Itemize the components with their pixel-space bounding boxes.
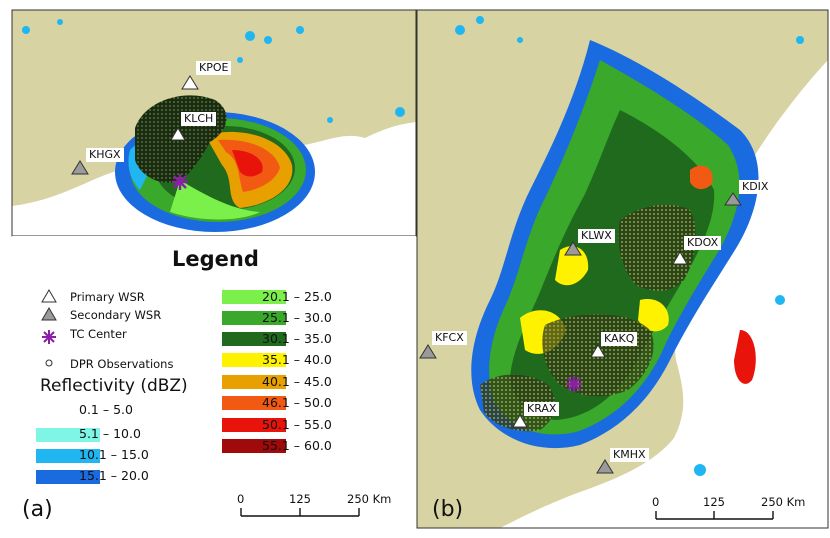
swatch-1 xyxy=(36,428,100,442)
secondary-wsr-icon xyxy=(724,192,742,206)
swatch-label-2: 10.1 – 15.0 xyxy=(79,447,149,462)
stations-b xyxy=(419,192,742,474)
secondary-wsr-icon xyxy=(71,160,89,175)
station-label-a-1: KLCH xyxy=(181,112,217,126)
swatch-label-11: 55.1 – 60.0 xyxy=(262,438,332,453)
panel-tag-b: (b) xyxy=(432,497,464,522)
white-triangle-icon xyxy=(41,289,57,303)
tc-center-icon xyxy=(172,174,188,190)
station-label-b-1: KLWX xyxy=(578,229,615,243)
primary-wsr-icon xyxy=(181,75,199,90)
swatch-3 xyxy=(36,470,100,484)
purple-asterisk-icon xyxy=(42,330,56,344)
gray-triangle-icon xyxy=(41,307,57,321)
primary-wsr-icon xyxy=(512,414,528,428)
legend-symbol-label-2: TC Center xyxy=(70,327,127,341)
panel-b-map xyxy=(417,10,828,528)
scalebar-b-tick-2: 250 Km xyxy=(761,495,806,509)
reflectivity-title: Reflectivity (dBZ) xyxy=(40,376,188,396)
small-circle-icon xyxy=(45,359,53,367)
scalebar-b-tick-1: 125 xyxy=(703,495,725,509)
swatch-label-4: 20.1 – 25.0 xyxy=(262,289,332,304)
swatch-8 xyxy=(222,375,286,389)
swatch-label-7: 35.1 – 40.0 xyxy=(262,352,332,367)
station-label-b-3: KFCX xyxy=(432,331,467,345)
station-label-b-6: KMHX xyxy=(610,448,649,462)
swatch-label-0: 0.1 – 5.0 xyxy=(79,402,133,417)
secondary-wsr-icon xyxy=(419,344,437,359)
swatch-label-3: 15.1 – 20.0 xyxy=(79,468,149,483)
station-label-b-0: KDIX xyxy=(739,180,772,194)
swatch-5 xyxy=(222,311,286,325)
swatch-label-6: 30.1 – 35.0 xyxy=(262,331,332,346)
legend-symbol-label-1: Secondary WSR xyxy=(70,308,162,322)
scalebar-a-tick-0: 0 xyxy=(237,492,245,506)
tc-center-icon xyxy=(566,376,582,392)
legend-symbol-label-3: DPR Observations xyxy=(70,357,174,371)
scalebar-a-tick-2: 250 Km xyxy=(347,492,392,506)
scalebar-a-tick-1: 125 xyxy=(289,492,311,506)
swatch-2 xyxy=(36,449,100,463)
swatch-label-8: 40.1 – 45.0 xyxy=(262,374,332,389)
swatch-10 xyxy=(222,418,286,432)
swatch-4 xyxy=(222,290,286,304)
swatch-label-5: 25.1 – 30.0 xyxy=(262,310,332,325)
swatch-0 xyxy=(36,404,100,418)
swatch-7 xyxy=(222,353,286,367)
swatch-label-9: 46.1 – 50.0 xyxy=(262,395,332,410)
station-label-b-4: KAKQ xyxy=(601,332,638,346)
secondary-wsr-icon xyxy=(596,459,614,474)
primary-wsr-icon xyxy=(672,251,688,265)
scalebar-b-tick-0: 0 xyxy=(652,495,660,509)
legend-symbol-label-0: Primary WSR xyxy=(70,290,145,304)
secondary-wsr-icon xyxy=(564,241,582,256)
swatch-6 xyxy=(222,332,286,346)
station-label-b-5: KRAX xyxy=(524,402,560,416)
swatch-9 xyxy=(222,396,286,410)
swatch-label-10: 50.1 – 55.0 xyxy=(262,417,332,432)
scalebar-a xyxy=(240,508,360,517)
panel-a-map xyxy=(12,10,416,236)
legend-title: Legend xyxy=(172,247,259,271)
primary-wsr-icon xyxy=(170,127,186,141)
scattered-echoes-a xyxy=(22,19,405,123)
swatch-label-1: 5.1 – 10.0 xyxy=(79,426,141,441)
scalebar-b xyxy=(655,511,774,520)
station-label-b-2: KDOX xyxy=(684,236,722,250)
radar-echo-b xyxy=(471,40,759,449)
stations-a xyxy=(71,75,199,190)
swatch-11 xyxy=(222,439,286,453)
scattered-echoes-b xyxy=(455,16,804,476)
station-label-a-2: KHGX xyxy=(86,148,124,162)
primary-wsr-icon xyxy=(590,344,606,358)
legend-symbol-icons xyxy=(41,289,57,367)
station-label-a-0: KPOE xyxy=(196,61,232,75)
panel-tag-a: (a) xyxy=(22,497,53,522)
